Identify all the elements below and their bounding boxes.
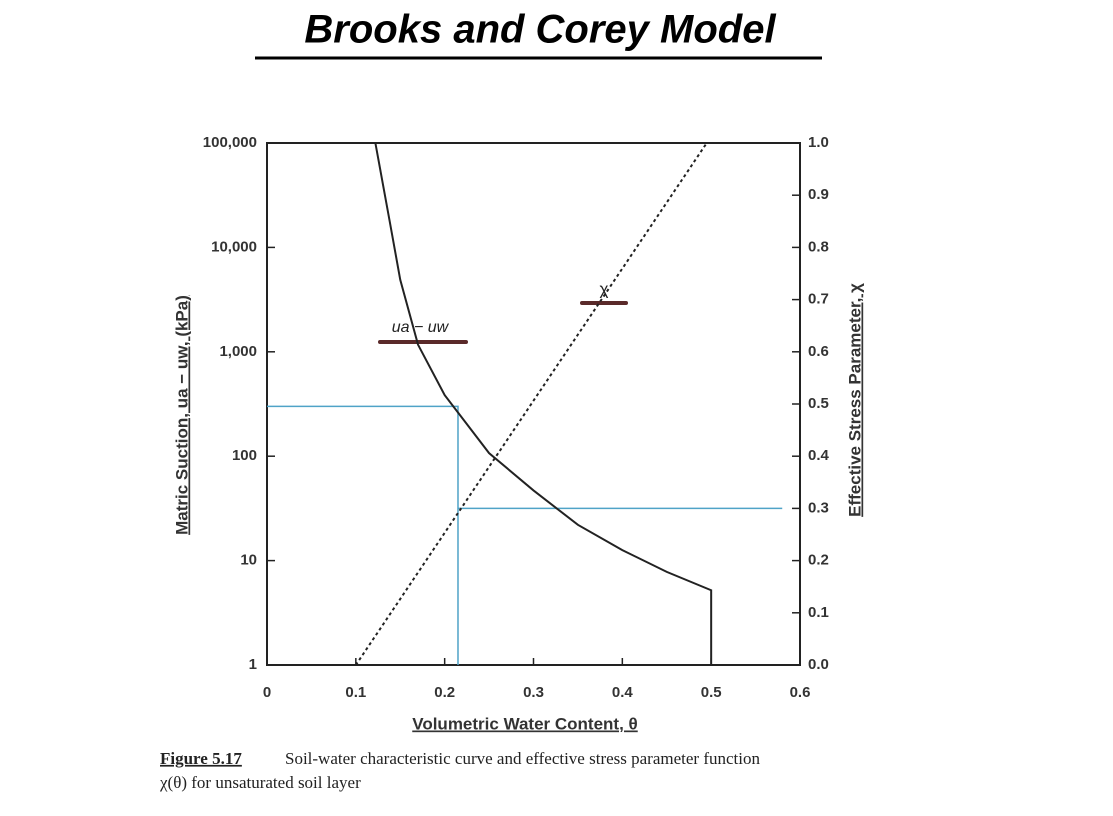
annotation: ua − uw — [392, 319, 450, 336]
guide-line — [267, 405, 459, 665]
y2-tick-label: 1.0 — [808, 134, 829, 151]
y-tick-label: 100 — [232, 447, 257, 464]
y-tick-label: 1 — [249, 656, 257, 673]
y2-tick-label: 0.9 — [808, 186, 829, 203]
x-tick-label: 0.2 — [434, 684, 455, 701]
data-line — [374, 142, 713, 665]
y2-tick-label: 0.5 — [808, 395, 829, 412]
x-tick-label: 0.4 — [612, 684, 634, 701]
x-tick-label: 0 — [263, 684, 271, 701]
y-tick-label: 1,000 — [219, 343, 257, 360]
x-tick-label: 0.1 — [345, 684, 366, 701]
y2-axis-label: Effective Stress Parameter, χ — [845, 283, 864, 517]
caption-text: χ(θ) for unsaturated soil layer — [159, 773, 361, 792]
annotation: χ — [600, 279, 609, 298]
chart-title: Brooks and Corey Model — [304, 8, 776, 52]
caption-label: Figure 5.17 — [160, 749, 242, 768]
y-axis-label: Matric Suction, ua − uw, (kPa) — [172, 295, 191, 535]
y-tick-label: 10,000 — [211, 238, 257, 255]
x-tick-label: 0.5 — [701, 684, 722, 701]
y2-tick-label: 0.4 — [808, 447, 830, 464]
y2-tick-label: 0.7 — [808, 291, 829, 308]
y2-tick-label: 0.8 — [808, 238, 829, 255]
y2-tick-label: 0.1 — [808, 604, 829, 621]
y2-tick-label: 0.0 — [808, 656, 829, 673]
y-tick-label: 10 — [240, 552, 257, 569]
caption-text: Soil-water characteristic curve and effe… — [285, 749, 760, 768]
x-tick-label: 0.3 — [523, 684, 544, 701]
y2-tick-label: 0.2 — [808, 552, 829, 569]
y2-tick-label: 0.6 — [808, 343, 829, 360]
y-tick-label: 100,000 — [203, 134, 257, 151]
y2-tick-label: 0.3 — [808, 499, 829, 516]
x-tick-label: 0.6 — [790, 684, 811, 701]
x-axis-label: Volumetric Water Content, θ — [412, 714, 637, 733]
plot-frame — [266, 142, 801, 666]
data-line — [355, 142, 708, 666]
